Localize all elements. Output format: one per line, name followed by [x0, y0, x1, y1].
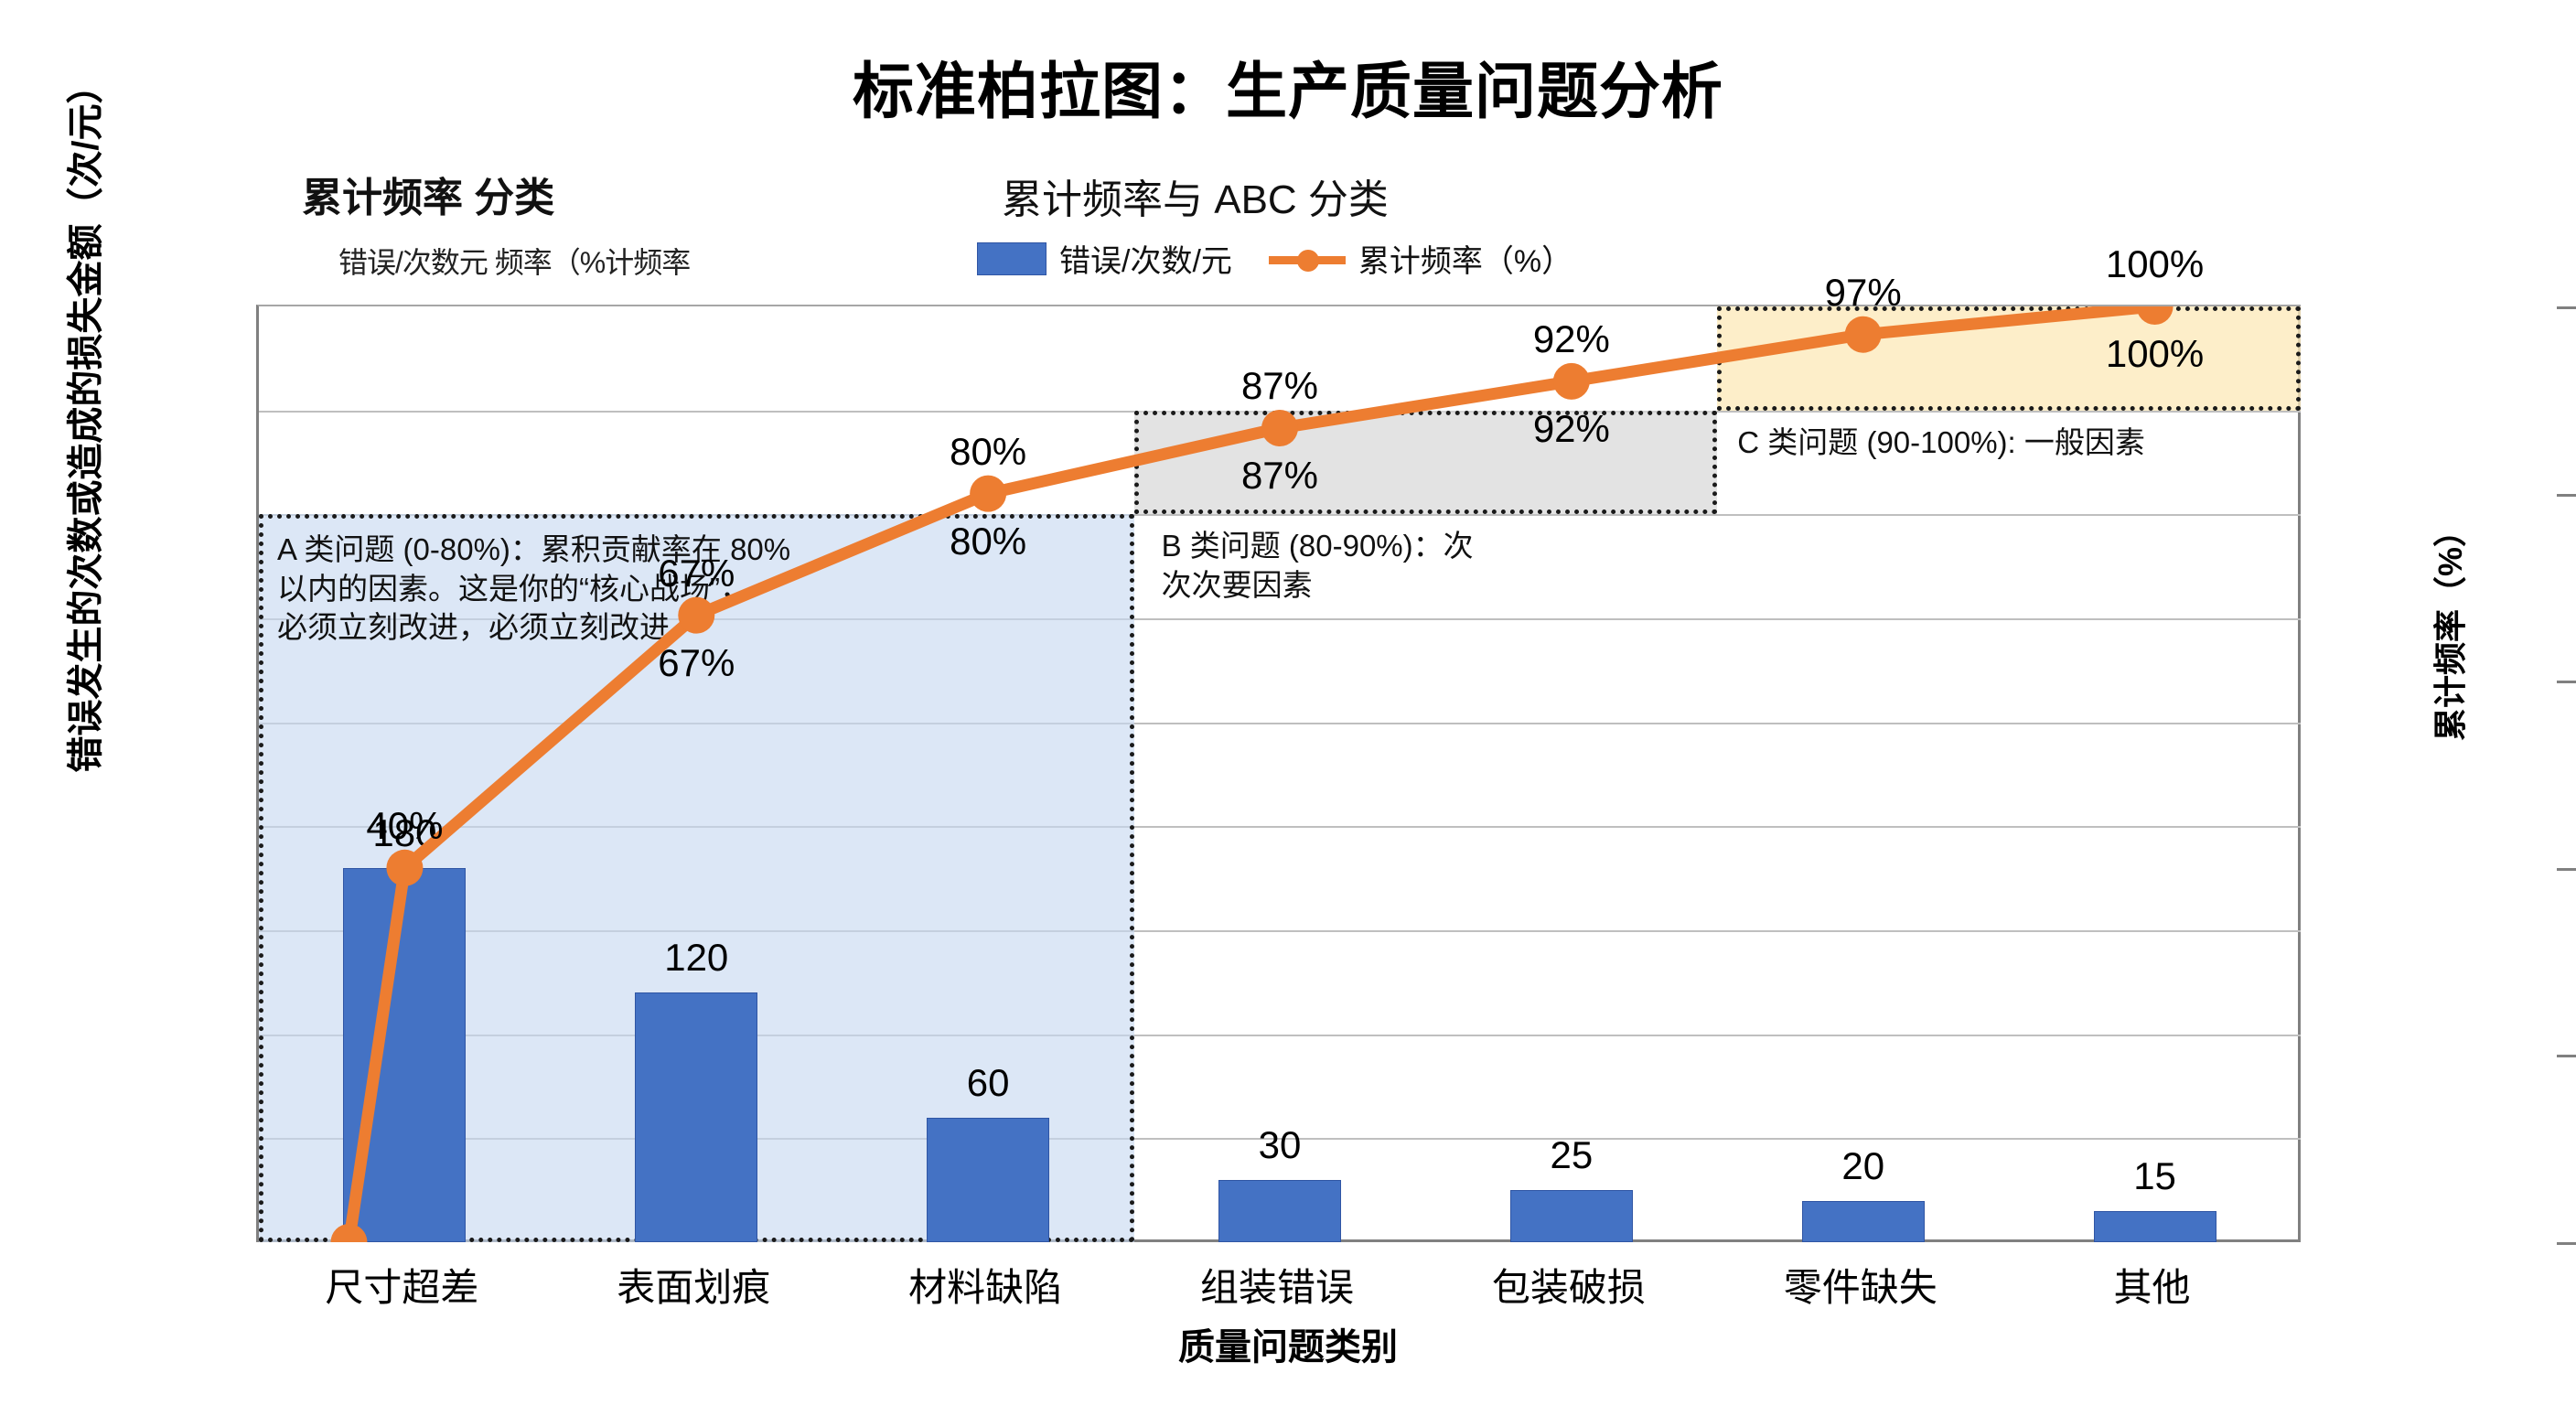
x-axis-tick-组装错误: 组装错误	[1199, 1266, 1354, 1309]
bar-包装破损[interactable]	[1509, 1190, 1633, 1242]
y-axis-right-tickmark	[2557, 1055, 2576, 1058]
legend-swatch-icon	[977, 241, 1046, 275]
y-axis-right-tickmark	[2557, 1242, 2576, 1245]
y-axis-right-line	[2298, 306, 2301, 1242]
bar-尺寸超差[interactable]	[343, 867, 467, 1242]
y-axis-left-title: 错误发生的次数或造成的损失金额（次/元）	[66, 67, 106, 773]
cumulative-label: 100%	[2105, 242, 2205, 285]
cumulative-label: 92%	[1532, 316, 1610, 360]
cumulative-label-duplicate: 92%	[1532, 406, 1610, 450]
bar-其他[interactable]	[2093, 1210, 2216, 1242]
legend-item-bars[interactable]: 错误/次数/元	[977, 236, 1232, 281]
bar-value-label: 15	[2133, 1153, 2176, 1197]
bar-value-label: 120	[664, 936, 729, 980]
bar-value-label: 30	[1258, 1122, 1302, 1166]
x-axis-title: 质量问题类别	[1178, 1327, 1398, 1367]
x-axis-tick-其他: 其他	[2113, 1266, 2191, 1309]
y-axis-right-title: 累计频率（%）	[2431, 514, 2469, 742]
cumulative-label-duplicate: 87%	[1240, 453, 1319, 497]
cumulative-label: 67%	[658, 551, 735, 595]
zone-note-c: C 类问题 (90-100%): 一般因素	[1737, 424, 2145, 459]
chart-legend: 错误/次数/元 累计频率（%）	[977, 236, 1572, 281]
bar-表面划痕[interactable]	[635, 992, 758, 1242]
cumulative-label-duplicate: 80%	[950, 519, 1027, 563]
x-axis-tick-零件缺失: 零件缺失	[1783, 1266, 1937, 1309]
bar-value-label: 60	[966, 1060, 1010, 1104]
y-axis-right-tickmark	[2557, 867, 2576, 871]
legend-item-line[interactable]: 累计频率（%）	[1268, 236, 1573, 281]
zone-note-b: B 类问题 (80-90%)：次 次次要因素	[1161, 529, 1474, 602]
ghost-legend-text: 错误/次数元 频率（%计频率	[338, 246, 691, 279]
cumulative-label: 97%	[1824, 270, 1902, 314]
bar-value-label: 25	[1550, 1133, 1594, 1177]
x-axis-tick-包装破损: 包装破损	[1491, 1266, 1646, 1309]
left-heading: 累计频率 分类	[302, 176, 555, 220]
legend-label-line: 累计频率（%）	[1358, 244, 1573, 279]
cumulative-label: 87%	[1240, 363, 1319, 407]
cumulative-label: 80%	[950, 429, 1027, 473]
y-axis-right-tickmark	[2557, 306, 2576, 309]
x-axis-tick-材料缺陷: 材料缺陷	[908, 1266, 1063, 1309]
cumulative-label-duplicate: 67%	[658, 640, 735, 684]
x-axis-tick-表面划痕: 表面划痕	[617, 1266, 771, 1309]
bar-材料缺陷[interactable]	[927, 1117, 1050, 1242]
cumulative-label-duplicate: 100%	[2105, 332, 2205, 375]
legend-line-icon	[1268, 243, 1346, 274]
y-axis-right-tickmark	[2557, 493, 2576, 497]
bar-零件缺失[interactable]	[1801, 1200, 1925, 1242]
bar-组装错误[interactable]	[1218, 1179, 1341, 1242]
y-axis-right-tickmark	[2557, 681, 2576, 684]
x-axis-tick-尺寸超差: 尺寸超差	[325, 1266, 479, 1309]
bar-value-label: 20	[1841, 1143, 1885, 1187]
plot-area: 450400350300250200150100500100%80%60%40%…	[256, 242, 2576, 1245]
legend-label-bars: 错误/次数/元	[1059, 244, 1232, 279]
page-title: 标准柏拉图：生产质量问题分析	[853, 58, 1723, 126]
chart-subtitle: 累计频率与 ABC 分类	[1002, 177, 1389, 222]
cumulative-label: 40%	[366, 803, 444, 847]
